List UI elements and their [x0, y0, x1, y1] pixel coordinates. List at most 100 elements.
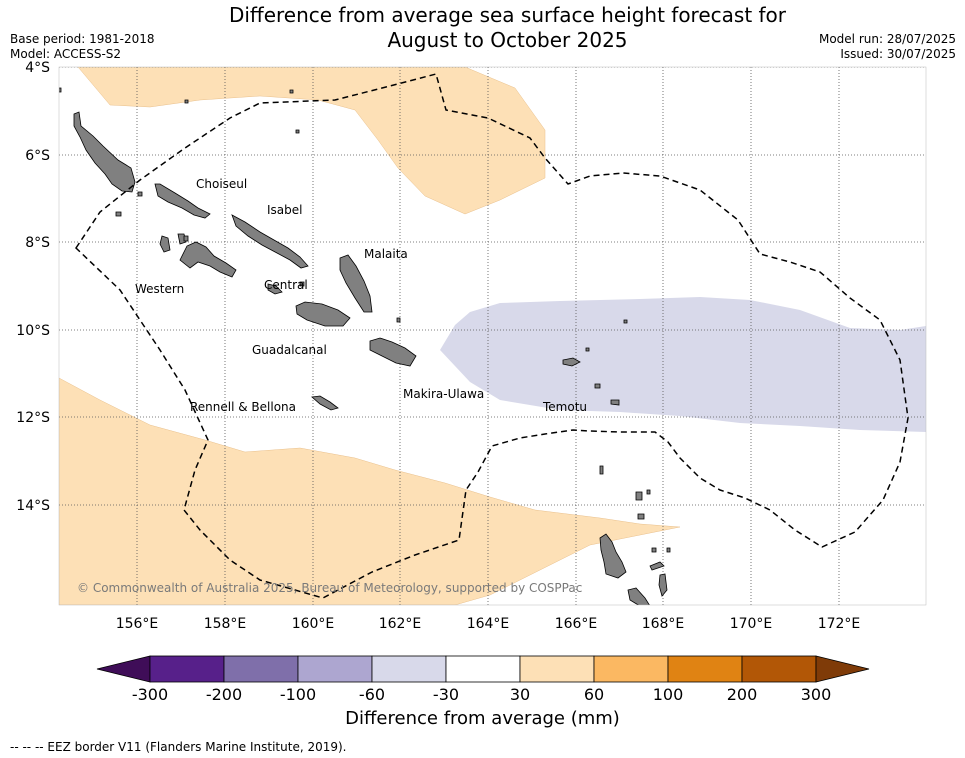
colorbar-tick-neg200: -200 — [206, 685, 242, 704]
lat-label-6s: 6°S — [25, 148, 50, 164]
meta-right: Model run: 28/07/2025 Issued: 30/07/2025 — [819, 32, 956, 62]
lat-label-12s: 12°S — [16, 410, 50, 426]
island-choiseul — [154, 183, 211, 219]
gridlines — [59, 67, 926, 605]
island-small-d — [666, 547, 671, 553]
colorbar-segment-7 — [593, 655, 669, 683]
island-small-a — [183, 235, 189, 242]
colorbar-segment-9 — [741, 655, 817, 683]
island-vella-lavella — [159, 235, 171, 253]
lon-label-170e: 170°E — [730, 616, 773, 632]
colorbar-extend-high — [815, 655, 870, 683]
lat-label-4s: 4°S — [25, 60, 50, 76]
island-small-c — [651, 547, 657, 553]
colorbar-segment-4 — [371, 655, 447, 683]
colorbar-tick-30: 30 — [510, 685, 530, 704]
model-run: Model run: 28/07/2025 — [818, 32, 956, 46]
island-new-georgia — [179, 241, 237, 278]
lon-label-166e: 166°E — [555, 616, 598, 632]
label-choiseul: Choiseul — [196, 177, 247, 191]
island-small-f — [646, 489, 651, 495]
island-tikopia — [610, 399, 620, 406]
colorbar-tick-neg100: -100 — [280, 685, 316, 704]
label-western: Western — [135, 282, 184, 296]
colorbar-segment-6 — [519, 655, 595, 683]
island-bougainville-tip — [59, 87, 62, 93]
island-pentecost — [658, 573, 668, 597]
island-maewo — [649, 561, 665, 571]
island-vanikoro — [594, 383, 601, 389]
island-shortland-choiseul-group — [73, 111, 136, 193]
island-small-e — [623, 319, 628, 324]
island-makira — [369, 337, 417, 367]
island-small-b — [137, 191, 143, 197]
label-rennell-bellona: Rennell & Bellona — [190, 400, 296, 414]
label-makira-ulawa: Makira-Ulawa — [403, 387, 484, 401]
colorbar-tick-300: 300 — [801, 685, 832, 704]
lon-label-160e: 160°E — [292, 616, 335, 632]
province-labels: Choiseul Isabel Malaita Western Central … — [135, 177, 587, 414]
lat-label-8s: 8°S — [25, 235, 50, 251]
meta-left: Base period: 1981-2018 Model: ACCESS-S2 — [10, 32, 155, 62]
colorbar-ticks: -300 -200 -100 -60 -30 30 60 100 200 300 — [132, 685, 831, 704]
island-savo — [299, 281, 305, 287]
colorbar-extend-low — [96, 655, 151, 683]
colorbar-tick-100: 100 — [653, 685, 684, 704]
label-malaita: Malaita — [364, 247, 408, 261]
colorbar-segment-5 — [445, 655, 521, 683]
map-area — [59, 67, 926, 605]
colorbar-tick-neg60: -60 — [359, 685, 385, 704]
lat-label-10s: 10°S — [16, 323, 50, 339]
lon-label-156e: 156°E — [116, 616, 159, 632]
eez-border — [75, 73, 909, 599]
longitude-labels: 156°E 158°E 160°E 162°E 164°E 166°E 168°… — [116, 616, 861, 632]
issued-date: Issued: 30/07/2025 — [840, 47, 956, 61]
map-title: Difference from average sea surface heig… — [150, 3, 865, 53]
lat-label-14s: 14°S — [16, 498, 50, 514]
island-small-j — [295, 129, 300, 134]
island-rennell — [311, 395, 339, 411]
island-espiritu-santo — [599, 533, 627, 579]
islands — [59, 87, 671, 605]
colorbar — [96, 655, 870, 683]
island-guadalcanal — [295, 301, 351, 327]
map-frame — [58, 66, 927, 606]
model-name: Model: ACCESS-S2 — [10, 47, 122, 61]
island-small-g — [585, 347, 590, 352]
island-banks-small — [635, 491, 643, 501]
title-line-2: August to October 2025 — [387, 28, 628, 52]
lon-label-164e: 164°E — [467, 616, 510, 632]
island-ndai — [396, 317, 401, 323]
label-central: Central — [264, 278, 308, 292]
island-isabel — [231, 214, 309, 269]
island-vanua-lava — [637, 513, 645, 520]
colorbar-segment-3 — [297, 655, 373, 683]
island-small-h — [289, 89, 294, 94]
island-treasury — [115, 211, 122, 217]
colorbar-segment-8 — [667, 655, 743, 683]
copyright-notice: © Commonwealth of Australia 2025, Bureau… — [77, 581, 582, 595]
lon-label-168e: 168°E — [642, 616, 685, 632]
positive-anomaly-region-south — [59, 377, 681, 605]
label-isabel: Isabel — [267, 203, 302, 217]
colorbar-tick-200: 200 — [727, 685, 758, 704]
island-torres — [599, 465, 604, 475]
island-santa-cruz — [562, 357, 581, 367]
negative-anomaly-region — [440, 297, 926, 432]
colorbar-tick-neg30: -30 — [433, 685, 459, 704]
island-small-i — [184, 99, 189, 104]
label-temotu: Temotu — [542, 400, 587, 414]
label-guadalcanal: Guadalcanal — [252, 343, 327, 357]
lon-label-158e: 158°E — [204, 616, 247, 632]
colorbar-label: Difference from average (mm) — [345, 708, 620, 729]
base-period: Base period: 1981-2018 — [10, 32, 155, 46]
positive-anomaly-region-north — [77, 67, 546, 215]
lon-label-172e: 172°E — [818, 616, 861, 632]
eez-legend-note: -- -- -- EEZ border V11 (Flanders Marine… — [10, 740, 347, 754]
island-malakula — [627, 587, 650, 605]
island-malaita — [339, 254, 373, 313]
colorbar-segment-2 — [223, 655, 299, 683]
latitude-labels: 4°S 6°S 8°S 10°S 12°S 14°S — [16, 60, 50, 514]
colorbar-segment-1 — [149, 655, 225, 683]
